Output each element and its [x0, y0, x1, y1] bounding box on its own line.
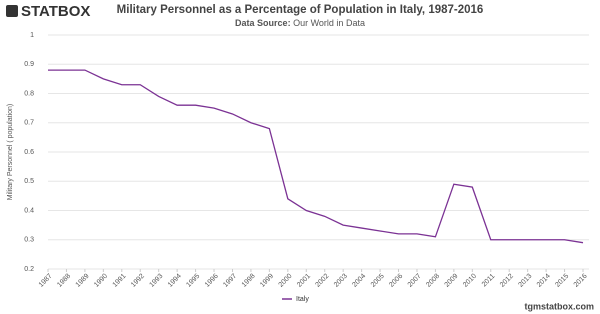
- logo: STATBOX: [6, 3, 90, 20]
- x-tick-label: 2011: [481, 273, 497, 289]
- y-tick-label: 0.7: [24, 120, 34, 127]
- x-tick-label: 2002: [314, 273, 330, 289]
- y-tick-label: 0.5: [24, 178, 34, 185]
- logo-icon: [6, 5, 18, 17]
- x-tick-label: 2006: [388, 273, 404, 289]
- legend-label: Italy: [296, 296, 309, 303]
- x-tick-label: 1999: [259, 273, 275, 289]
- x-tick-label: 2000: [278, 273, 294, 289]
- y-tick-label: 1: [30, 32, 34, 39]
- x-tick-label: 1991: [112, 273, 128, 289]
- x-tick-label: 2003: [333, 273, 349, 289]
- x-tick-label: 1997: [222, 273, 238, 289]
- y-tick-label: 0.8: [24, 90, 34, 97]
- x-tick-label: 2005: [370, 273, 386, 289]
- x-tick-label: 1996: [204, 273, 220, 289]
- logo-text: STATBOX: [21, 3, 90, 20]
- y-tick-label: 0.6: [24, 149, 34, 156]
- source: Our World in Data: [293, 18, 365, 28]
- y-tick-label: 0.3: [24, 237, 34, 244]
- x-tick-label: 1998: [241, 273, 257, 289]
- x-tick-label: 2014: [536, 273, 552, 289]
- y-tick-label: 0.4: [24, 207, 34, 214]
- x-tick-label: 2010: [462, 273, 478, 289]
- x-tick-label: 2016: [573, 273, 589, 289]
- x-tick-label: 1995: [185, 273, 201, 289]
- line: [48, 69, 584, 244]
- source-label: Data Source:: [235, 18, 291, 28]
- x-tick-label: 2008: [425, 273, 441, 289]
- x-tick-label: 2001: [296, 273, 312, 289]
- footer: tgmstatbox.com: [524, 301, 594, 311]
- y-tick-label: 0.9: [24, 61, 34, 68]
- x-tick-label: 2013: [517, 273, 533, 289]
- x-tick-label: 1994: [167, 273, 183, 289]
- y-tick-label: 0.2: [24, 266, 34, 273]
- x-tick-label: 2009: [444, 273, 460, 289]
- x-tick-label: 2007: [407, 273, 423, 289]
- x-tick-label: 1989: [75, 273, 91, 289]
- x-tick-label: 2004: [351, 273, 367, 289]
- subtitle: Data Source: Our World in Data: [235, 18, 365, 28]
- x-tick-label: 2012: [499, 273, 515, 289]
- x-tick-label: 1987: [38, 273, 54, 289]
- y-axis-label: Military Personnel ( population): [7, 104, 14, 201]
- x-tick-label: 1988: [56, 273, 72, 289]
- chart-title: Military Personnel as a Percentage of Po…: [117, 4, 484, 16]
- x-tick-label: 2015: [554, 273, 570, 289]
- x-tick-label: 1992: [130, 273, 146, 289]
- x-tick-label: 1993: [148, 273, 164, 289]
- x-tick-label: 1990: [93, 273, 109, 289]
